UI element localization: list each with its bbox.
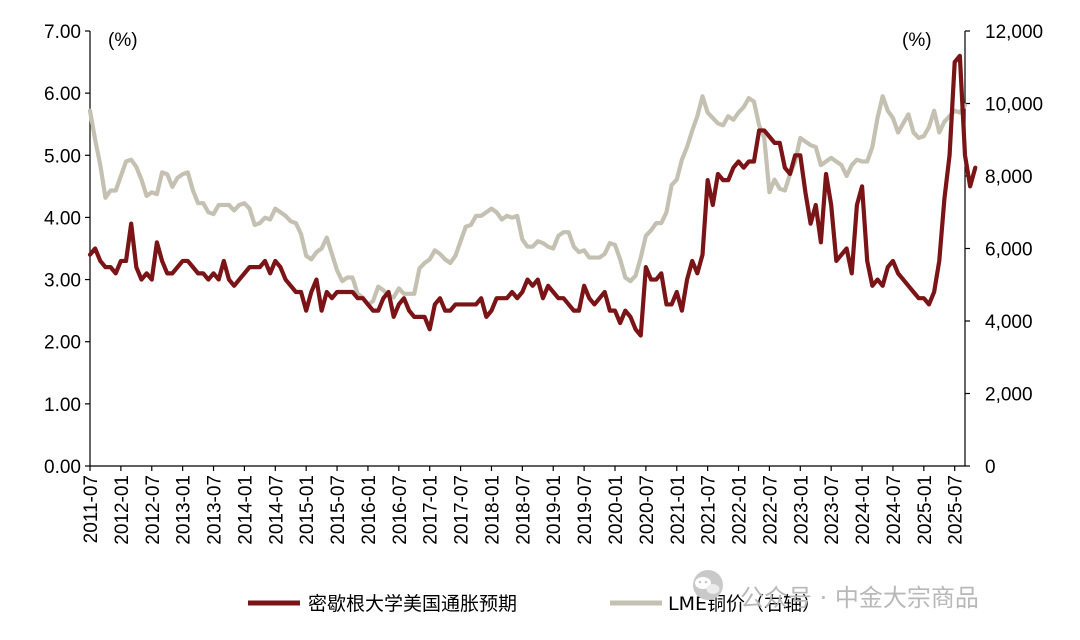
left-tick-label: 4.00 [44,208,81,229]
left-tick-label: 3.00 [44,271,81,292]
x-tick-label: 2015-07 [328,475,349,545]
x-tick-label: 2023-07 [822,475,843,545]
series-line-inflation-expectation [87,53,978,338]
x-tick-label: 2014-01 [235,475,256,545]
x-tick-label: 2012-07 [143,475,164,545]
x-tick-label: 2018-07 [513,475,534,545]
x-tick-label: 2020-07 [637,475,658,545]
x-tick-label: 2025-07 [946,475,967,545]
left-tick-label: 6.00 [44,84,81,105]
x-tick-label: 2024-01 [853,475,874,545]
right-tick-label: 12,000 [985,22,1043,43]
x-tick-label: 2022-07 [760,475,781,545]
x-tick-label: 2021-01 [668,475,689,545]
right-tick-label: 2,000 [985,385,1033,406]
x-tick-label: 2017-07 [452,475,473,545]
left-axis-ticks: 0.00 1.00 2.00 3.00 4.00 5.00 6.00 7.00 [44,22,90,478]
watermark: 公众号 · 中金大宗商品 [693,570,979,612]
x-tick-label: 2017-01 [421,475,442,545]
legend-label-inflation: 密歇根大学美国通胀预期 [308,593,517,615]
series-line-lme-copper [87,94,968,307]
series-layer [87,53,978,338]
right-tick-label: 0 [985,457,996,478]
x-tick-label: 2012-01 [112,475,133,545]
x-tick-label: 2022-01 [730,475,751,545]
x-tick-label: 2015-01 [297,475,318,545]
wechat-icon [693,570,723,600]
x-tick-label: 2025-01 [915,475,936,545]
right-tick-label: 6,000 [985,240,1033,261]
x-tick-label: 2019-01 [544,475,565,545]
x-tick-label: 2016-07 [390,475,411,545]
x-tick-label: 2018-01 [482,475,503,545]
right-axis-unit: (%) [902,30,932,51]
watermark-text: 公众号 · 中金大宗商品 [740,584,979,612]
right-tick-label: 8,000 [985,167,1033,188]
left-tick-label: 0.00 [44,457,81,478]
left-tick-label: 5.00 [44,146,81,167]
left-tick-label: 1.00 [44,395,81,416]
x-tick-label: 2013-07 [205,475,226,545]
right-tick-label: 4,000 [985,312,1033,333]
x-tick-label: 2021-07 [699,475,720,545]
legend: 密歇根大学美国通胀预期 LME铜价（右轴） [248,593,821,615]
left-tick-label: 2.00 [44,333,81,354]
x-tick-label: 2020-01 [606,475,627,545]
left-axis-unit: (%) [108,30,138,51]
right-axis-ticks: 0 2,000 4,000 6,000 8,000 10,000 12,000 [965,22,1043,478]
x-axis-ticks: 2011-07 2012-01 2012-07 2013-01 2013-07 2014-… [81,466,967,545]
left-tick-label: 7.00 [44,22,81,43]
x-tick-label: 2014-07 [266,475,287,545]
x-tick-label: 2019-07 [575,475,596,545]
x-tick-label: 2023-01 [791,475,812,545]
x-tick-label: 2016-01 [359,475,380,545]
x-tick-label: 2013-01 [174,475,195,545]
x-tick-label: 2011-07 [81,475,102,543]
x-tick-label: 2024-07 [884,475,905,545]
right-tick-label: 10,000 [985,95,1043,116]
